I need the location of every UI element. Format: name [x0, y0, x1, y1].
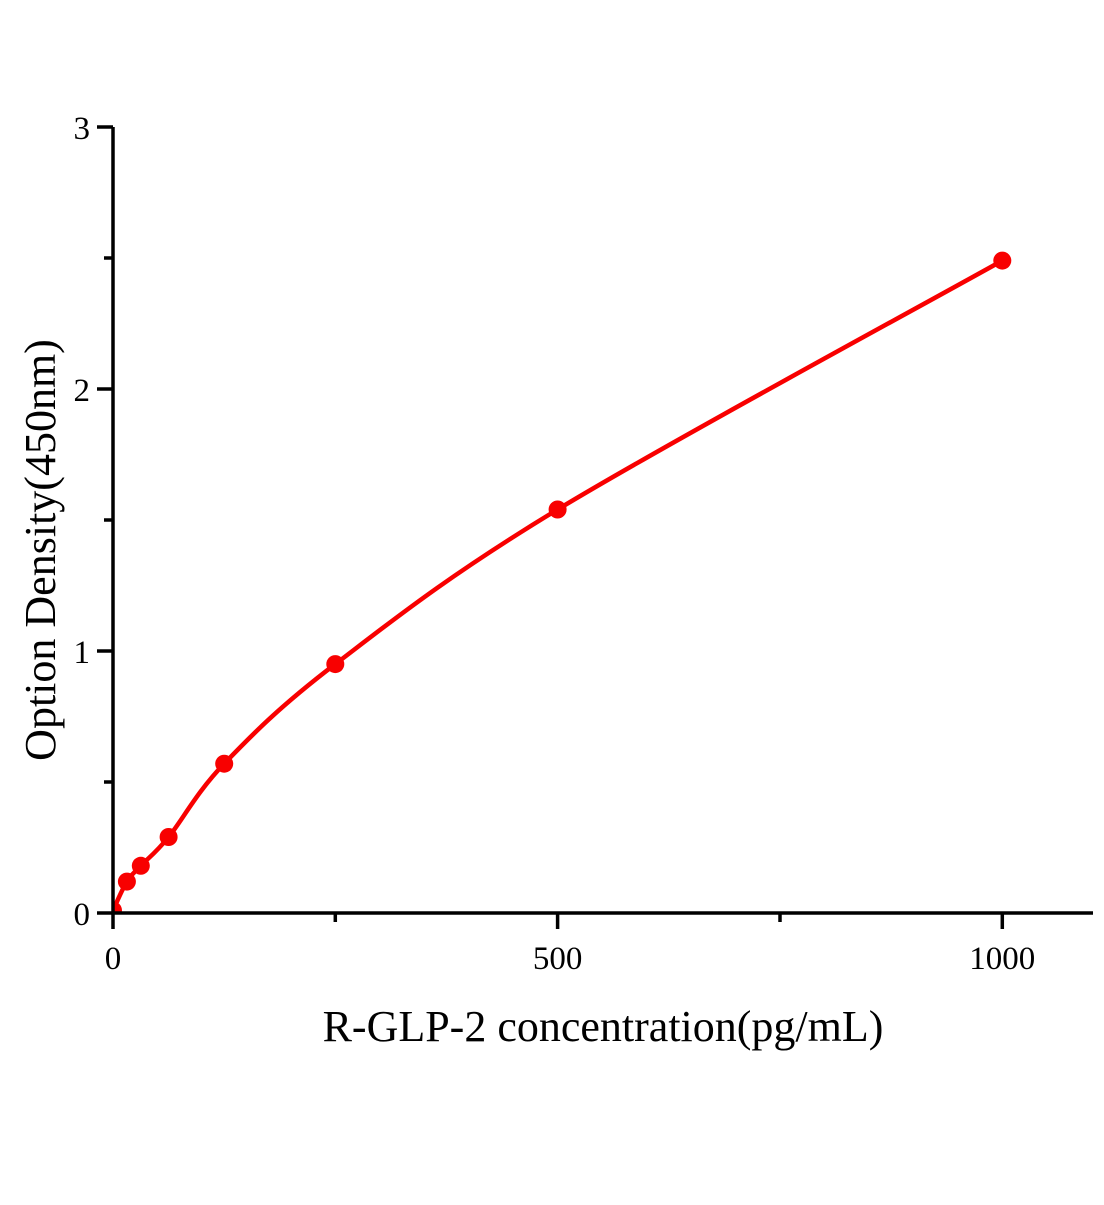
x-tick-label: 500 [533, 941, 583, 977]
x-axis-title: R-GLP-2 concentration(pg/mL) [323, 1002, 884, 1051]
curve-line [113, 258, 1004, 912]
data-point [548, 500, 567, 519]
y-tick-label: 0 [74, 897, 91, 933]
data-series [113, 251, 1012, 913]
axis-lines [111, 127, 1093, 915]
data-point [215, 754, 234, 773]
data-point [131, 856, 150, 875]
x-tick-label: 0 [105, 941, 122, 977]
data-point [159, 828, 178, 846]
data-point [117, 872, 136, 891]
y-tick-label: 2 [74, 373, 91, 409]
y-tick-label: 1 [74, 635, 91, 671]
y-tick-label: 3 [74, 111, 91, 147]
tick-labels: 0 500 1000 0 1 2 3 [74, 111, 1036, 977]
y-axis-title: Option Density(450nm) [16, 339, 65, 761]
data-point [113, 901, 122, 913]
axes [97, 125, 1093, 929]
data-point [326, 655, 345, 674]
x-tick-label: 1000 [969, 941, 1035, 977]
data-point [993, 251, 1012, 270]
